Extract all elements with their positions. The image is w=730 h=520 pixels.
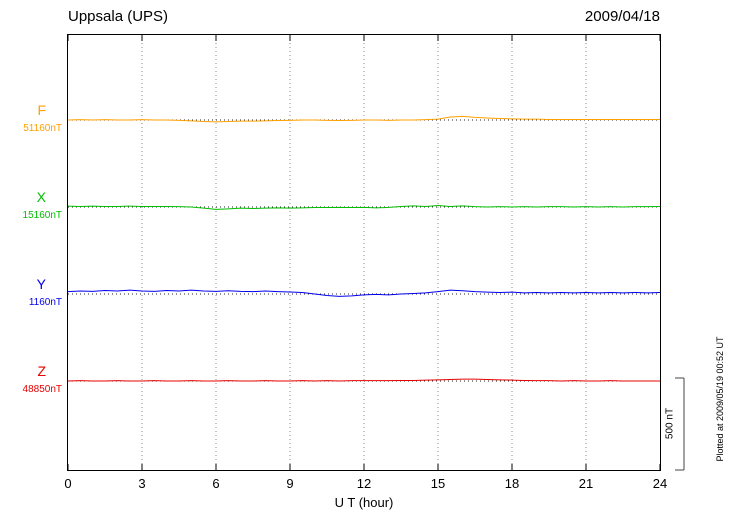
series-label-X: X (36, 189, 46, 205)
trace-X (68, 205, 660, 210)
x-tick-label-15: 15 (430, 476, 446, 491)
plot-canvas (68, 35, 660, 470)
series-baseline-F: 51160nT (23, 123, 62, 134)
x-tick-label-0: 0 (64, 476, 72, 491)
x-tick-label-3: 3 (138, 476, 146, 491)
series-label-Z: Z (37, 363, 46, 379)
station-title: Uppsala (UPS) (68, 8, 169, 25)
x-tick-label-21: 21 (578, 476, 594, 491)
trace-F (68, 115, 660, 123)
x-tick-label-12: 12 (356, 476, 372, 491)
series-baseline-Y: 1160nT (28, 297, 62, 308)
scale-bar (675, 377, 685, 471)
series-baseline-X: 15160nT (22, 210, 62, 221)
plot-area (67, 34, 661, 471)
series-label-Y: Y (36, 276, 46, 292)
trace-Y (68, 289, 660, 297)
x-tick-label-18: 18 (504, 476, 520, 491)
series-baseline-Z: 48850nT (22, 384, 62, 395)
scale-bar-label: 500 nT (664, 407, 676, 440)
x-tick-label-24: 24 (652, 476, 668, 491)
x-tick-label-6: 6 (212, 476, 220, 491)
plotted-at-note: Plotted at 2009/05/19 00:52 UT (715, 336, 725, 462)
trace-Z (68, 378, 660, 382)
date-label: 2009/04/18 (584, 8, 660, 25)
x-tick-label-9: 9 (286, 476, 294, 491)
series-label-F: F (37, 102, 46, 118)
x-axis-label: U T (hour) (334, 495, 394, 510)
